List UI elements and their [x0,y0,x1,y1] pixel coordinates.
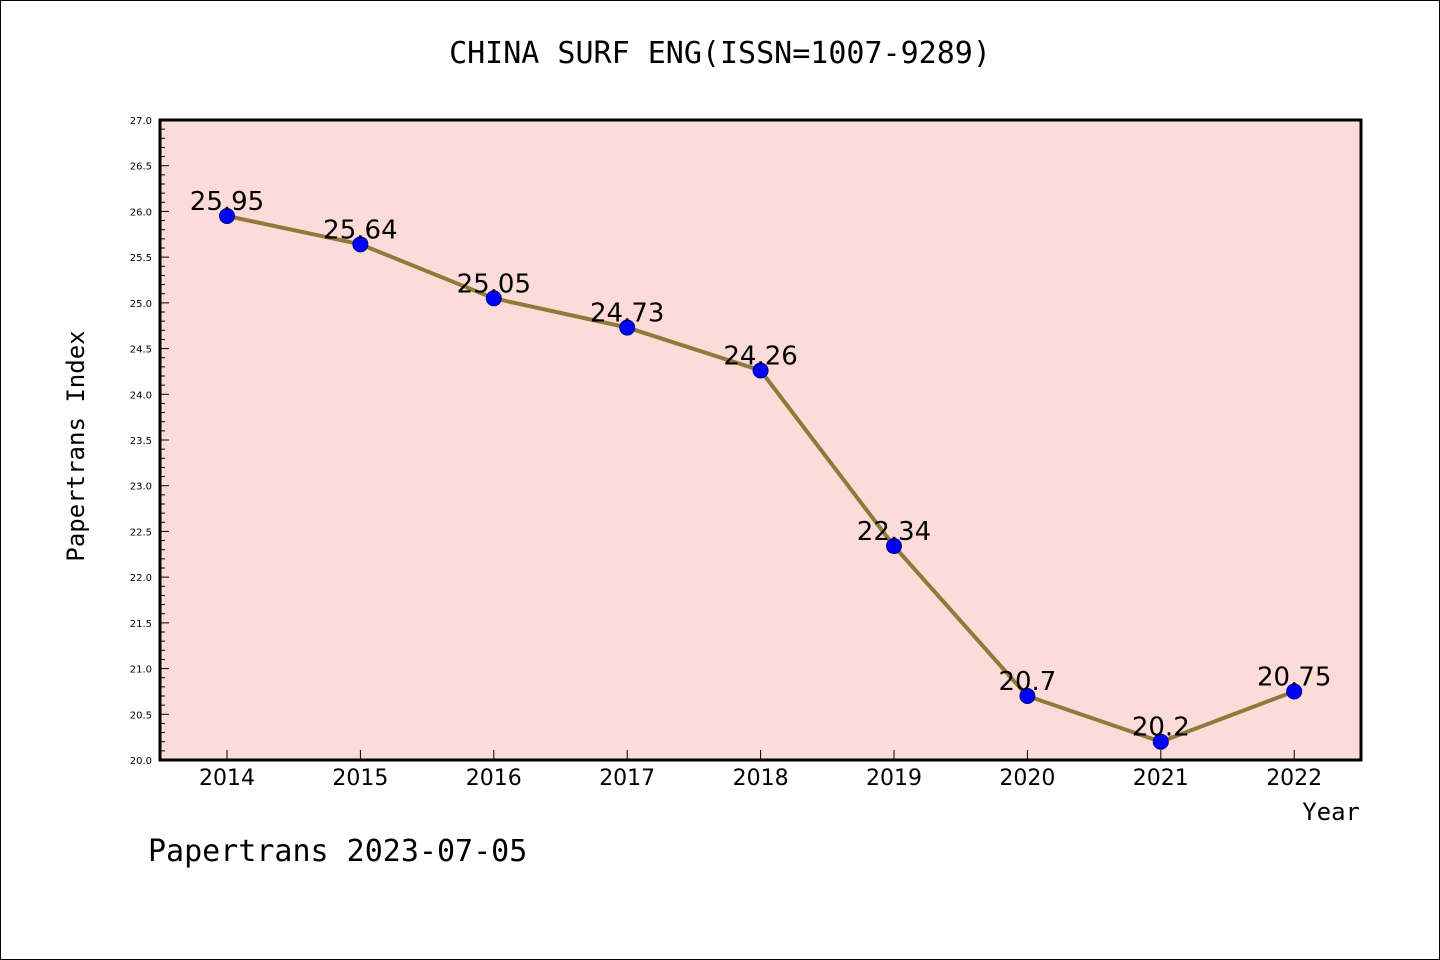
data-label: 25.95 [190,187,264,217]
y-tick-label: 26.5 [130,162,152,173]
x-tick-label: 2019 [866,766,922,791]
data-point [752,362,769,379]
data-label: 25.64 [323,215,397,245]
y-tick-label: 25.0 [130,299,152,310]
data-label: 24.73 [590,299,664,329]
x-tick-label: 2020 [999,766,1055,791]
y-tick-label: 24.5 [130,345,152,356]
y-tick-label: 22.0 [130,573,152,584]
y-tick-label: 23.5 [130,436,152,447]
y-tick-label: 20.5 [130,710,152,721]
x-tick-label: 2015 [332,766,388,791]
data-point [619,319,636,336]
data-label: 20.7 [998,667,1056,697]
data-label: 22.34 [857,517,931,547]
x-tick-label: 2014 [199,766,255,791]
y-tick-label: 22.5 [130,527,152,538]
data-point [219,208,235,224]
data-point [1286,683,1303,700]
data-label: 20.2 [1132,713,1190,743]
data-label: 24.26 [723,342,797,372]
y-tick-label: 26.0 [130,207,152,218]
x-tick-label: 2018 [733,766,789,791]
data-point [1019,688,1036,704]
y-tick-label: 23.0 [130,482,152,493]
x-tick-label: 2016 [466,766,522,791]
y-tick-label: 24.0 [130,390,152,401]
x-axis-label: Year [1302,798,1360,826]
data-point [352,236,369,253]
y-tick-label: 21.5 [130,619,152,630]
y-tick-label: 20.0 [130,756,152,767]
data-point [886,538,902,555]
plot-area [160,120,1361,760]
y-tick-label: 25.5 [130,253,152,264]
data-point [1152,733,1169,750]
plot-border [158,118,1363,762]
x-tick-label: 2017 [599,766,655,791]
x-tick-label: 2021 [1133,766,1189,791]
y-tick-label: 27.0 [130,116,152,127]
footer-credit: Papertrans 2023-07-05 [148,834,528,869]
y-axis-label: Papertrans Index [62,330,90,561]
x-tick-label: 2022 [1266,766,1322,791]
data-label: 20.75 [1257,662,1331,692]
chart-title: CHINA SURF ENG(ISSN=1007-9289) [449,36,991,71]
data-point [485,290,502,307]
y-tick-label: 21.0 [130,665,152,676]
data-label: 25.05 [457,269,531,299]
